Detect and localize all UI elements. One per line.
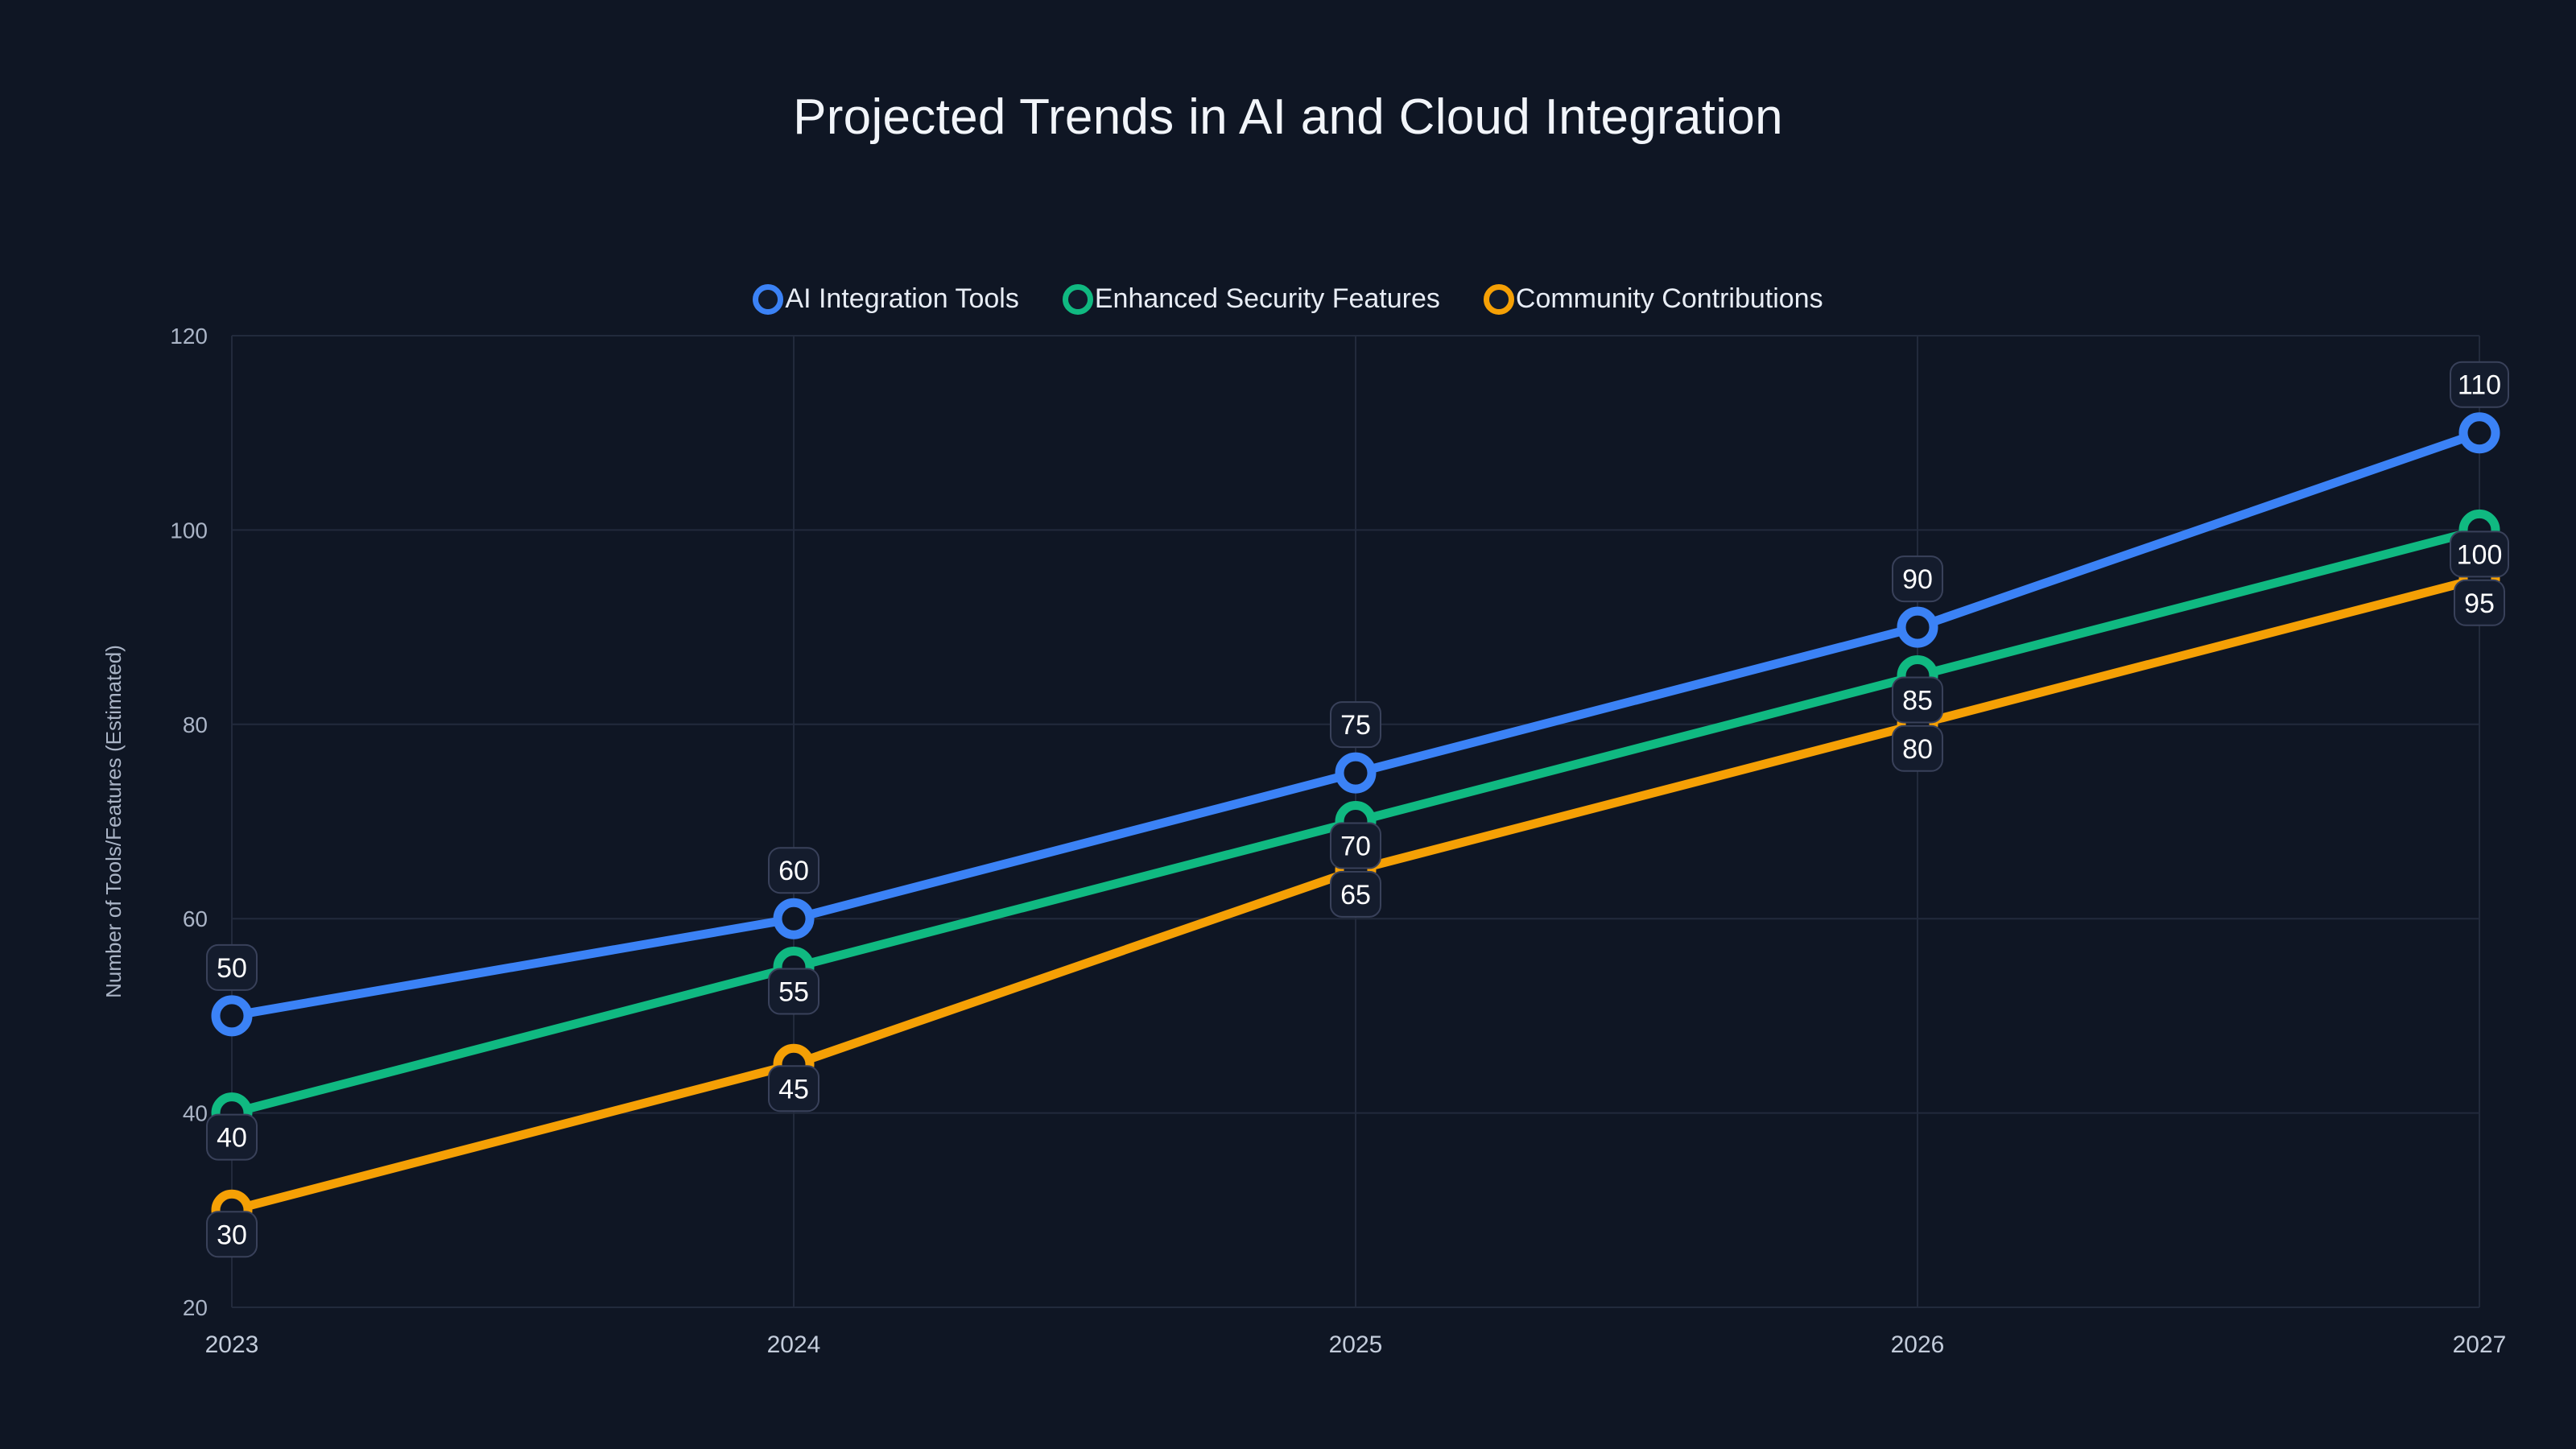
data-label: 70: [1330, 822, 1381, 869]
data-label-box: [206, 1113, 258, 1161]
data-label-box: [768, 847, 819, 894]
chart-legend: AI Integration Tools Enhanced Security Fe…: [0, 283, 2576, 315]
data-label-value: 45: [778, 1074, 809, 1104]
legend-item[interactable]: Community Contributions: [1483, 283, 1823, 315]
data-label-box: [206, 943, 258, 991]
y-axis-tick-label: 120: [170, 324, 208, 349]
x-axis-tick-label: 2026: [1891, 1331, 1945, 1358]
data-point-marker[interactable]: [1335, 752, 1377, 794]
y-axis-title: Number of Tools/Features (Estimated): [101, 645, 126, 998]
ring-circle-icon: [1483, 283, 1514, 315]
legend-item[interactable]: Enhanced Security Features: [1062, 283, 1440, 315]
y-axis-tick-label: 40: [183, 1101, 208, 1126]
y-axis-tick-label: 60: [183, 906, 208, 931]
data-label: 60: [768, 847, 819, 894]
data-label-value: 100: [2457, 539, 2503, 570]
data-label: 45: [768, 1065, 819, 1113]
data-labels: 50 60 75 90 110 40 55 70 85 100 30 45 65 80 95: [206, 361, 2509, 1258]
data-label-box: [1892, 724, 1943, 772]
data-label-value: 75: [1340, 710, 1371, 741]
data-label-value: 50: [217, 953, 247, 984]
data-label: 80: [1892, 724, 1943, 772]
data-label-value: 30: [217, 1220, 247, 1250]
data-label-value: 95: [2464, 588, 2495, 619]
data-label-value: 40: [217, 1123, 247, 1154]
data-label: 90: [1892, 555, 1943, 603]
data-label-box: [1330, 701, 1381, 749]
axis-labels: 20 40 60 80 100 120 2023 2024 2025 2026 2027 Number…: [101, 324, 2506, 1358]
ring-circle-icon: [753, 283, 784, 315]
ring-circle-icon: [1062, 283, 1093, 315]
data-label: 65: [1330, 870, 1381, 918]
data-label: 40: [206, 1113, 258, 1161]
x-axis-tick-label: 2027: [2453, 1331, 2507, 1358]
x-axis-tick-label: 2023: [205, 1331, 259, 1358]
data-point-marker[interactable]: [2458, 412, 2500, 454]
y-axis-tick-label: 20: [183, 1295, 208, 1320]
data-label-box: [2450, 530, 2509, 578]
data-label: 85: [1892, 676, 1943, 724]
data-label-value: 65: [1340, 880, 1371, 910]
data-label-box: [768, 1065, 819, 1113]
data-label: 95: [2454, 579, 2505, 626]
data-label: 100: [2450, 530, 2509, 578]
data-label: 110: [2450, 361, 2509, 408]
legend-item[interactable]: AI Integration Tools: [753, 283, 1019, 315]
data-label-box: [1330, 822, 1381, 869]
data-label-box: [2454, 579, 2505, 626]
y-axis-tick-label: 100: [170, 518, 208, 543]
data-point-marker[interactable]: [773, 898, 815, 939]
data-label: 55: [768, 968, 819, 1015]
data-label: 75: [1330, 701, 1381, 749]
page-title: Projected Trends in AI and Cloud Integra…: [793, 89, 1783, 145]
legend-item-label: Enhanced Security Features: [1094, 283, 1440, 314]
x-axis-tick-label: 2024: [767, 1331, 821, 1358]
data-label-box: [1330, 870, 1381, 918]
data-label-value: 70: [1340, 832, 1371, 862]
data-label-box: [1892, 676, 1943, 724]
x-axis-tick-label: 2025: [1329, 1331, 1383, 1358]
data-label: 50: [206, 943, 258, 991]
data-label-box: [206, 1211, 258, 1258]
data-point-marker[interactable]: [211, 995, 253, 1037]
data-label-value: 80: [1902, 734, 1933, 765]
data-label-value: 110: [2458, 370, 2501, 401]
data-label-box: [1892, 555, 1943, 603]
data-label-value: 55: [778, 977, 809, 1008]
data-label-box: [2450, 361, 2509, 408]
data-label-box: [768, 968, 819, 1015]
data-point-marker[interactable]: [1897, 606, 1938, 648]
data-label: 30: [206, 1211, 258, 1258]
y-axis-tick-label: 80: [183, 712, 208, 737]
legend-item-label: AI Integration Tools: [785, 283, 1019, 314]
data-label-value: 85: [1902, 685, 1933, 716]
data-label-value: 90: [1902, 564, 1933, 595]
legend-item-label: Community Contributions: [1515, 283, 1823, 314]
data-label-value: 60: [778, 856, 809, 886]
